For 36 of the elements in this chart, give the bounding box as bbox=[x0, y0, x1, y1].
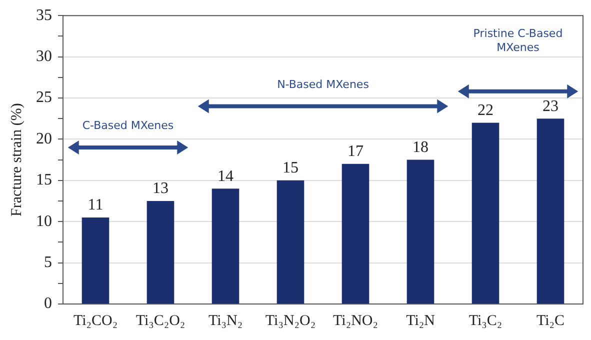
y-tick-label: 35 bbox=[36, 6, 52, 24]
data-label: 14 bbox=[218, 168, 234, 185]
bar bbox=[146, 201, 174, 304]
x-tick-label: Ti₂C bbox=[536, 312, 565, 329]
data-label: 23 bbox=[542, 98, 558, 115]
data-label: 18 bbox=[412, 139, 428, 156]
data-label: 15 bbox=[282, 160, 298, 177]
bar bbox=[82, 217, 110, 304]
y-tick-label: 0 bbox=[44, 295, 52, 312]
y-tick-label: 30 bbox=[36, 48, 52, 66]
annotation: Pristine C-Based MXenes bbox=[472, 27, 564, 56]
x-tick-label: Ti₂N bbox=[406, 312, 436, 329]
y-tick-label: 10 bbox=[36, 212, 52, 230]
y-axis-title: Fracture strain (%) bbox=[8, 103, 25, 216]
annotation: N-Based MXenes bbox=[276, 78, 370, 92]
y-tick-label: 5 bbox=[44, 254, 52, 272]
bar bbox=[342, 164, 370, 304]
data-label: 22 bbox=[478, 102, 494, 119]
x-tick-label: Ti₂NO₂ bbox=[333, 312, 378, 329]
bar bbox=[276, 180, 304, 304]
data-label: 17 bbox=[348, 143, 364, 160]
annotation: C-Based MXenes bbox=[82, 119, 174, 132]
bar bbox=[212, 188, 240, 304]
y-tick-label: 15 bbox=[36, 172, 52, 189]
y-tick-label: 25 bbox=[36, 89, 52, 106]
x-tick-label: Ti₃C₂ bbox=[468, 312, 502, 329]
data-label: 11 bbox=[88, 196, 104, 214]
bar bbox=[406, 160, 434, 304]
bar bbox=[472, 122, 500, 304]
bar bbox=[536, 118, 564, 304]
x-tick-label: Ti₃C₂O₂ bbox=[136, 312, 186, 329]
y-tick-label: 20 bbox=[36, 130, 52, 148]
x-tick-label: Ti₃N₂ bbox=[208, 312, 243, 329]
x-tick-label: Ti₂CO₂ bbox=[73, 312, 118, 329]
x-tick-label: Ti₃N₂O₂ bbox=[265, 312, 316, 329]
data-label: 13 bbox=[152, 180, 168, 198]
